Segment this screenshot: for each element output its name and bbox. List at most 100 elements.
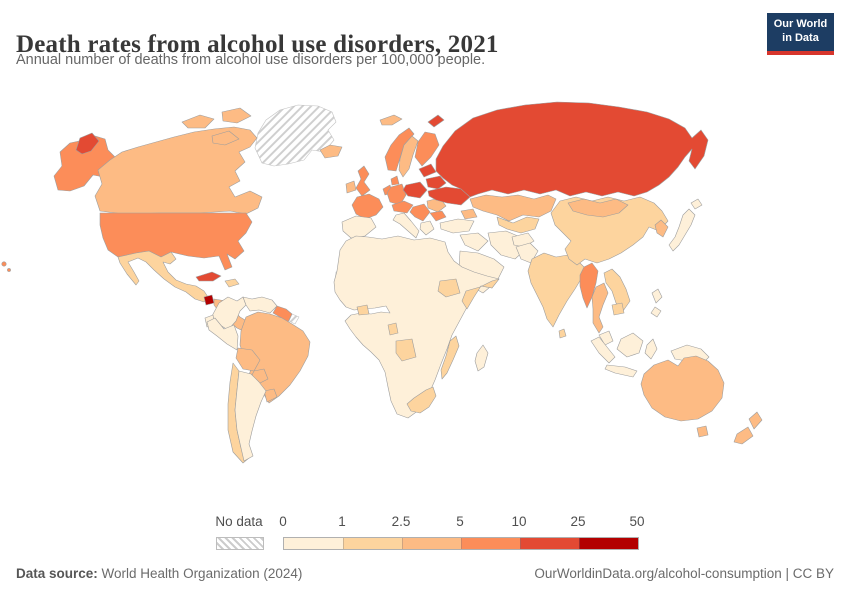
region-caucasus[interactable]: [460, 208, 478, 220]
region-indonesia-sumatra[interactable]: [590, 336, 616, 364]
region-canada-arctic-2[interactable]: [221, 107, 252, 124]
region-indonesia-borneo[interactable]: [616, 332, 644, 358]
region-venezuela[interactable]: [242, 296, 278, 314]
region-cuba[interactable]: [195, 271, 222, 282]
owid-logo-box: Our World in Data: [767, 13, 834, 51]
region-canada-arctic-3[interactable]: [211, 130, 240, 146]
region-greece[interactable]: [419, 220, 435, 236]
region-greenland[interactable]: [254, 104, 337, 167]
region-uruguay[interactable]: [263, 388, 278, 403]
region-united-states[interactable]: [99, 212, 253, 271]
region-myanmar[interactable]: [579, 262, 599, 309]
region-japan-hokkaido[interactable]: [690, 198, 703, 210]
legend-colorbar: [283, 537, 639, 550]
region-indonesia-java[interactable]: [604, 364, 638, 378]
owid-url-link[interactable]: OurWorldinData.org/alcohol-consumption |…: [534, 566, 834, 581]
region-china[interactable]: [550, 196, 669, 266]
region-united-kingdom[interactable]: [355, 165, 371, 197]
region-new-zealand-south[interactable]: [733, 426, 754, 445]
page-title: Death rates from alcohol use disorders, …: [16, 30, 499, 58]
region-turkey[interactable]: [439, 218, 475, 234]
region-sudan[interactable]: [437, 278, 461, 298]
region-korea[interactable]: [654, 219, 669, 238]
region-kazakhstan[interactable]: [469, 194, 557, 222]
legend-bin-5-10[interactable]: [461, 538, 520, 549]
region-hawaii-2[interactable]: [7, 268, 11, 272]
region-hawaii-1[interactable]: [1, 261, 7, 267]
region-pakistan[interactable]: [515, 242, 539, 264]
region-guatemala[interactable]: [203, 294, 215, 306]
region-philippines-1[interactable]: [651, 288, 663, 304]
region-indonesia-sulawesi[interactable]: [644, 338, 658, 360]
region-poland[interactable]: [402, 181, 428, 199]
region-ukraine[interactable]: [427, 186, 471, 206]
region-denmark[interactable]: [390, 175, 400, 186]
region-finland[interactable]: [414, 131, 440, 167]
region-novaya-zemlya[interactable]: [427, 114, 445, 128]
region-madagascar[interactable]: [474, 344, 489, 372]
page-subtitle: Annual number of deaths from alcohol use…: [16, 52, 486, 68]
region-sweden[interactable]: [398, 135, 419, 178]
region-argentina[interactable]: [234, 370, 267, 462]
data-source-text: Data source: World Health Organization (…: [16, 566, 302, 581]
region-south-africa[interactable]: [406, 386, 437, 414]
region-ireland[interactable]: [345, 180, 357, 194]
region-bulgaria[interactable]: [429, 210, 447, 222]
region-balkans[interactable]: [409, 203, 431, 222]
region-cambodia[interactable]: [611, 302, 625, 316]
region-india[interactable]: [527, 252, 587, 328]
region-iceland[interactable]: [319, 144, 343, 159]
region-france[interactable]: [351, 193, 384, 220]
legend-no-data-swatch[interactable]: [216, 537, 264, 550]
region-horn-of-africa[interactable]: [461, 278, 500, 310]
region-africa-mainland[interactable]: [333, 235, 500, 419]
legend-tick-25: 25: [570, 514, 586, 529]
region-tasmania[interactable]: [696, 425, 709, 438]
legend-tick-2.5: 2.5: [391, 514, 411, 529]
legend-bin-25-50[interactable]: [579, 538, 638, 549]
legend-bin-2.5-5[interactable]: [402, 538, 461, 549]
legend-bin-1-2.5[interactable]: [343, 538, 402, 549]
region-gabon[interactable]: [387, 322, 399, 336]
chart-footer: Data source: World Health Organization (…: [16, 566, 834, 581]
region-belarus[interactable]: [425, 175, 447, 190]
region-baltics[interactable]: [418, 163, 437, 178]
legend-no-data-label: No data: [215, 514, 263, 529]
region-angola[interactable]: [395, 338, 417, 362]
data-source-value: World Health Organization (2024): [97, 566, 303, 581]
owid-logo[interactable]: Our World in Data: [767, 13, 834, 55]
owid-logo-line1: Our World: [773, 18, 828, 31]
region-svalbard[interactable]: [379, 114, 403, 126]
region-australia[interactable]: [640, 355, 725, 422]
legend-tick-1: 1: [338, 514, 346, 529]
region-philippines-2[interactable]: [650, 306, 662, 318]
region-norway[interactable]: [384, 127, 415, 172]
region-peru[interactable]: [206, 317, 239, 351]
legend-bin-0-1[interactable]: [284, 538, 343, 549]
region-mexico[interactable]: [117, 250, 209, 303]
region-mozambique[interactable]: [440, 335, 460, 380]
region-thailand[interactable]: [591, 282, 609, 334]
region-syria-iraq[interactable]: [459, 232, 489, 252]
region-spain-portugal[interactable]: [341, 215, 377, 239]
legend-tick-5: 5: [456, 514, 464, 529]
region-central-europe[interactable]: [391, 200, 414, 214]
legend-bin-10-25[interactable]: [520, 538, 579, 549]
region-mongolia[interactable]: [567, 198, 629, 218]
region-russia[interactable]: [435, 101, 709, 198]
region-ivory-coast[interactable]: [356, 304, 370, 316]
region-sri-lanka[interactable]: [558, 328, 567, 339]
region-vietnam-laos[interactable]: [603, 268, 631, 312]
region-hispaniola[interactable]: [224, 278, 240, 288]
region-chukotka[interactable]: [75, 132, 100, 155]
legend-tick-0: 0: [279, 514, 287, 529]
region-central-asia[interactable]: [496, 216, 540, 234]
region-new-zealand-north[interactable]: [748, 411, 763, 430]
region-japan[interactable]: [668, 208, 696, 252]
owid-logo-red-bar: [767, 51, 834, 55]
region-canada-arctic-1[interactable]: [181, 114, 215, 129]
region-italy[interactable]: [392, 212, 420, 239]
